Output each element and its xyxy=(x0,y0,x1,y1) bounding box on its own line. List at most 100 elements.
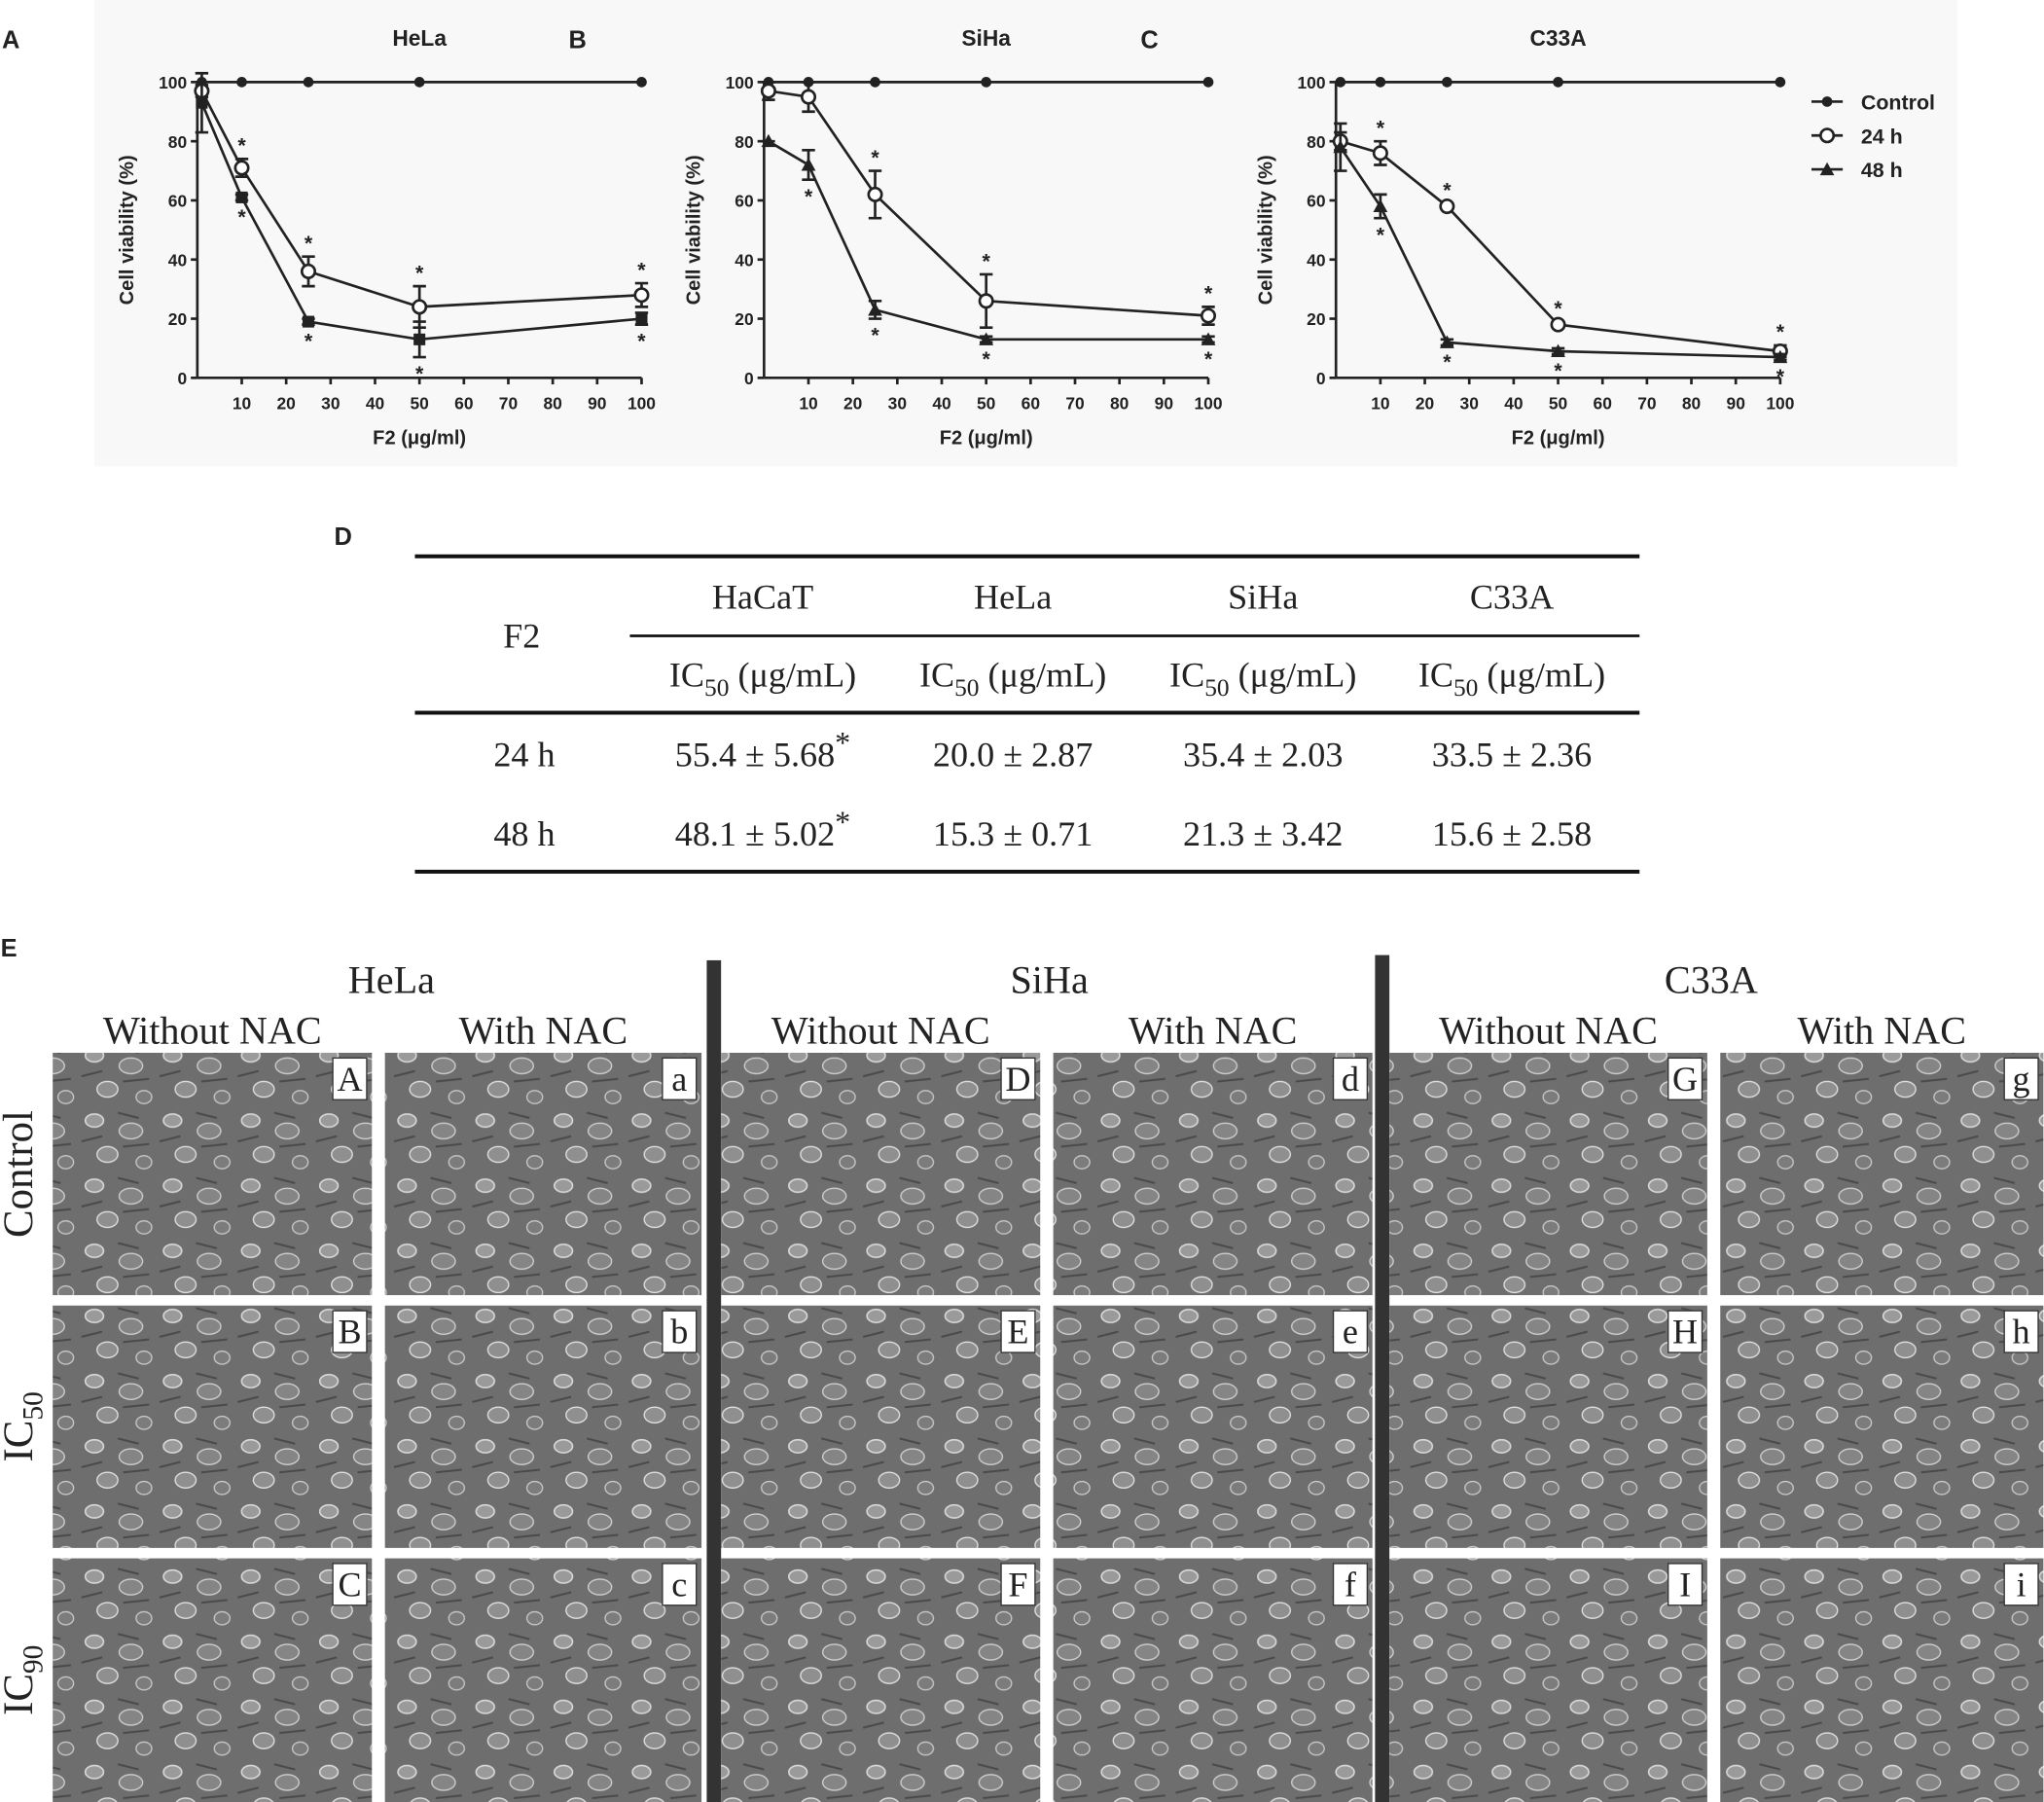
table-cell: 33.5 ± 2.36 xyxy=(1432,735,1592,774)
micrograph xyxy=(721,1558,1041,1802)
y-tick-label: 20 xyxy=(1307,309,1325,329)
micrograph xyxy=(1053,1053,1373,1296)
tile-label-box xyxy=(1667,1563,1703,1606)
x-tick-label: 10 xyxy=(233,393,251,413)
x-tick-label: 20 xyxy=(276,393,295,413)
x-tick-label: 100 xyxy=(1766,393,1794,413)
tile-label: F xyxy=(1008,1565,1027,1604)
significance-mark: * xyxy=(1377,223,1385,246)
micrograph xyxy=(1720,1053,2044,1296)
table-cell: 20.0 ± 2.87 xyxy=(933,735,1093,774)
group-label: HeLa xyxy=(348,957,435,1001)
row-label: 24 h xyxy=(493,735,555,774)
chart-title: HeLa xyxy=(392,25,447,51)
tile-label: I xyxy=(1679,1565,1691,1604)
cell-note: * xyxy=(835,805,850,840)
micrograph xyxy=(384,1053,702,1296)
tile-label: a xyxy=(671,1060,687,1099)
chart-title: C33A xyxy=(1529,25,1586,51)
tile-label-box xyxy=(1000,1563,1036,1606)
marker xyxy=(1335,77,1346,88)
row-header: F2 xyxy=(503,617,540,656)
y-tick-label: 20 xyxy=(168,309,187,329)
marker xyxy=(1553,77,1563,88)
tile-label: H xyxy=(1672,1313,1698,1352)
tile-label-box xyxy=(332,1563,368,1606)
y-tick-label: 100 xyxy=(1297,73,1325,92)
cell-value: 35.4 ± 2.03 xyxy=(1183,735,1343,774)
y-tick-label: 0 xyxy=(1316,369,1326,388)
marker xyxy=(235,191,248,203)
x-tick-label: 20 xyxy=(843,393,862,413)
x-tick-label: 40 xyxy=(366,393,384,413)
y-tick-label: 80 xyxy=(735,132,753,152)
x-tick-label: 70 xyxy=(499,393,518,413)
tile-label-box xyxy=(1000,1057,1036,1100)
marker xyxy=(196,96,208,109)
x-tick-label: 30 xyxy=(1460,393,1479,413)
marker xyxy=(1375,77,1386,88)
significance-mark: * xyxy=(871,324,879,347)
y-tick-label: 60 xyxy=(735,192,753,211)
marker xyxy=(1775,77,1786,88)
marker xyxy=(868,303,882,316)
panel-label: D xyxy=(334,523,351,551)
x-tick-label: 90 xyxy=(1155,393,1173,413)
tile-label: h xyxy=(2013,1313,2030,1352)
x-tick-label: 80 xyxy=(1682,393,1701,413)
marker xyxy=(412,299,428,315)
micrograph xyxy=(1720,1305,2044,1548)
significance-mark: * xyxy=(237,134,246,158)
significance-mark: * xyxy=(871,146,879,169)
marker xyxy=(867,186,883,202)
marker xyxy=(1442,77,1452,88)
tile-label: c xyxy=(671,1565,687,1604)
tile-label: D xyxy=(1005,1060,1030,1099)
micrograph xyxy=(721,1305,1041,1548)
marker xyxy=(801,158,816,171)
panel-label: C xyxy=(1140,27,1158,54)
significance-mark: * xyxy=(805,185,813,208)
tile-label-box xyxy=(332,1057,368,1100)
legend-label: Control xyxy=(1861,90,1935,114)
column-label: Without NAC xyxy=(103,1009,322,1053)
tile-label: B xyxy=(338,1313,361,1352)
cell-value: 33.5 ± 2.36 xyxy=(1432,735,1592,774)
significance-mark: * xyxy=(1377,116,1385,139)
significance-mark: * xyxy=(1776,365,1785,388)
y-axis-label: Cell viability (%) xyxy=(117,155,138,305)
tile-label-box xyxy=(1000,1310,1036,1353)
marker xyxy=(1200,307,1217,324)
separator xyxy=(1375,955,1390,1802)
y-tick-label: 40 xyxy=(1307,250,1325,270)
tile-label-box xyxy=(2003,1057,2039,1100)
tile-label: d xyxy=(1342,1060,1359,1099)
micrograph xyxy=(53,1053,373,1296)
significance-mark: * xyxy=(637,258,646,281)
panel-label: B xyxy=(568,27,586,54)
x-tick-label: 50 xyxy=(1549,393,1567,413)
group-label: SiHa xyxy=(1010,957,1088,1001)
column-header: HaCaT xyxy=(712,577,813,616)
y-tick-label: 40 xyxy=(735,250,753,270)
micrograph xyxy=(384,1558,702,1802)
micrograph xyxy=(53,1305,373,1548)
subheader-unit: (μg/mL) xyxy=(729,656,856,695)
micrograph xyxy=(1720,1558,2044,1802)
marker xyxy=(1372,145,1388,162)
subheader-base: IC xyxy=(669,656,704,695)
column-label: Without NAC xyxy=(771,1009,990,1053)
column-header: SiHa xyxy=(1228,577,1298,616)
table-cell: 15.3 ± 0.71 xyxy=(933,814,1093,853)
significance-mark: * xyxy=(1554,297,1562,320)
micrograph xyxy=(1389,1558,1707,1802)
tile-label: f xyxy=(1345,1565,1357,1604)
tile-label: G xyxy=(1672,1060,1698,1099)
y-tick-label: 80 xyxy=(168,132,187,152)
micrograph xyxy=(53,1558,373,1802)
column-subheader: IC50 (μg/mL) xyxy=(1418,656,1605,702)
marker xyxy=(1550,316,1566,333)
subheader-base: IC xyxy=(1169,656,1204,695)
x-tick-label: 40 xyxy=(1504,393,1523,413)
